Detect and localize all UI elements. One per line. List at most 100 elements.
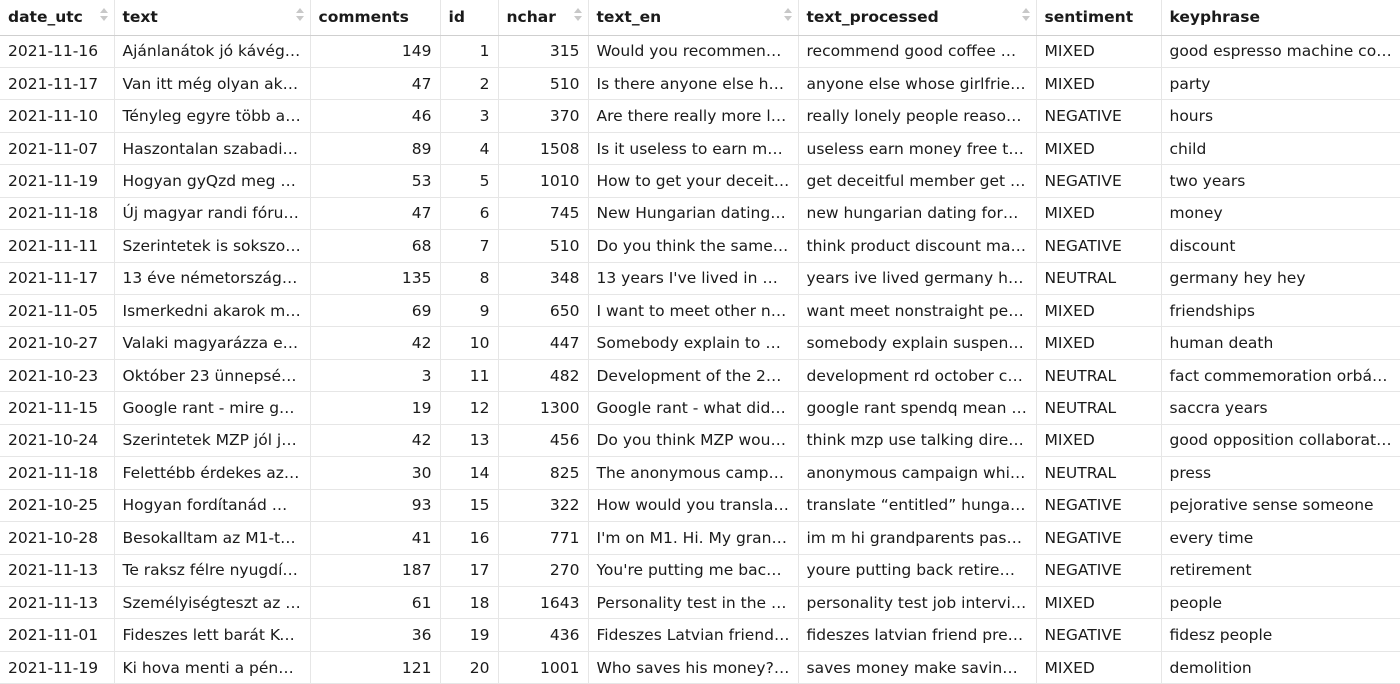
cell-text-en: Do you think the same … — [588, 229, 799, 263]
cell-sentiment: MIXED — [1036, 424, 1162, 458]
column-header-keyphrase[interactable]: keyphrase — [1161, 0, 1400, 36]
column-header-id[interactable]: id — [440, 0, 499, 36]
column-header-comments[interactable]: comments — [310, 0, 441, 36]
table-row[interactable]: 2021-11-16 Ajánlanátok jó kávégé… 149 1 315 W… — [0, 35, 1400, 68]
table-row[interactable]: 2021-10-24 Szerintetek MZP jól jö… 42 13 456… — [0, 424, 1400, 458]
table-row[interactable]: 2021-11-10 Tényleg egyre több a … 46 3 370 Ar… — [0, 99, 1400, 133]
cell-text-en: Are there really more lo… — [588, 99, 799, 133]
cell-sentiment: NEGATIVE — [1036, 521, 1162, 555]
cell-text-en: Would you recommend … — [588, 35, 799, 68]
table-row[interactable]: 2021-10-25 Hogyan fordítanád m… 93 15 322 How… — [0, 489, 1400, 523]
cell-id: 15 — [440, 489, 499, 523]
cell-id: 17 — [440, 554, 499, 587]
cell-text-processed: youre putting back retirem… — [798, 554, 1037, 587]
cell-id: 14 — [440, 456, 499, 490]
column-header-label: nchar — [506, 8, 556, 27]
column-header-sentiment[interactable]: sentiment — [1036, 0, 1162, 36]
sort-arrows-icon[interactable] — [295, 8, 304, 22]
sort-arrows-icon[interactable] — [1021, 8, 1030, 22]
cell-nchar: 482 — [498, 359, 589, 393]
cell-text-en: Somebody explain to m… — [588, 326, 799, 360]
cell-text-en: I want to meet other no… — [588, 294, 799, 328]
table-row[interactable]: 2021-11-17 13 éve németországb… 135 8 348 13 … — [0, 262, 1400, 296]
cell-text-en: Personality test in the j… — [588, 586, 799, 620]
cell-keyphrase: fact commemoration orbán… — [1161, 359, 1400, 393]
cell-text: Ajánlanátok jó kávégé… — [114, 35, 311, 68]
cell-text-en: Is it useless to earn mo… — [588, 132, 799, 166]
cell-sentiment: NEGATIVE — [1036, 489, 1162, 523]
table-row[interactable]: 2021-11-13 Te raksz félre nyugdíj… 187 17 27… — [0, 554, 1400, 587]
cell-comments: 41 — [310, 521, 441, 555]
column-header-date-utc[interactable]: date_utc — [0, 0, 115, 36]
cell-text-en: Development of the 23… — [588, 359, 799, 393]
column-header-nchar[interactable]: nchar — [498, 0, 589, 36]
cell-id: 20 — [440, 651, 499, 684]
column-header-text-processed[interactable]: text_processed — [798, 0, 1037, 36]
cell-text-processed: fideszes latvian friend prev… — [798, 618, 1037, 652]
cell-sentiment: MIXED — [1036, 294, 1162, 328]
cell-keyphrase: fidesz people — [1161, 618, 1400, 652]
table-row[interactable]: 2021-11-18 Felettébb érdekes az … 30 14 825 T… — [0, 456, 1400, 490]
cell-text: Tényleg egyre több a … — [114, 99, 311, 133]
sort-arrows-icon[interactable] — [573, 8, 582, 22]
table-row[interactable]: 2021-11-01 Fideszes lett barát Ko… 36 19 436… — [0, 618, 1400, 652]
cell-nchar: 447 — [498, 326, 589, 360]
table-row[interactable]: 2021-11-18 Új magyar randi fóru… 47 6 745 New… — [0, 197, 1400, 231]
cell-sentiment: MIXED — [1036, 197, 1162, 231]
cell-text-en: The anonymous campai… — [588, 456, 799, 490]
table-row[interactable]: 2021-11-07 Haszontalan szabadid… 89 4 1508 Is… — [0, 132, 1400, 166]
cell-text: Ismerkedni akarok m… — [114, 294, 311, 328]
cell-date-utc: 2021-11-18 — [0, 197, 115, 231]
table-row[interactable]: 2021-11-19 Hogyan gyQzd meg a … 53 5 1010 How… — [0, 164, 1400, 198]
table-row[interactable]: 2021-11-05 Ismerkedni akarok m… 69 9 650 I wa… — [0, 294, 1400, 328]
cell-nchar: 270 — [498, 554, 589, 587]
cell-text: Október 23 ünnepség… — [114, 359, 311, 393]
cell-id: 8 — [440, 262, 499, 296]
table-row[interactable]: 2021-11-11 Szerintetek is sokszor… 68 7 510 D… — [0, 229, 1400, 263]
sort-arrows-icon[interactable] — [783, 8, 792, 22]
cell-id: 10 — [440, 326, 499, 360]
cell-text-en: 13 years I've lived in Ge… — [588, 262, 799, 296]
cell-text-processed: new hungarian dating foru… — [798, 197, 1037, 231]
cell-text-en: How to get your deceitf… — [588, 164, 799, 198]
cell-date-utc: 2021-11-07 — [0, 132, 115, 166]
table-row[interactable]: 2021-11-17 Van itt még olyan aki… 47 2 510 Is… — [0, 67, 1400, 101]
cell-keyphrase: good espresso machine co… — [1161, 35, 1400, 68]
cell-id: 6 — [440, 197, 499, 231]
column-header-text[interactable]: text — [114, 0, 311, 36]
cell-id: 11 — [440, 359, 499, 393]
cell-text-processed: recommend good coffee m… — [798, 35, 1037, 68]
cell-date-utc: 2021-10-23 — [0, 359, 115, 393]
cell-text: Hogyan gyQzd meg a … — [114, 164, 311, 198]
table-row[interactable]: 2021-10-28 Besokalltam az M1-t… 41 16 771 I'm… — [0, 521, 1400, 555]
cell-id: 5 — [440, 164, 499, 198]
column-header-text-en[interactable]: text_en — [588, 0, 799, 36]
table-row[interactable]: 2021-11-13 Személyiségteszt az á… 61 18 1643… — [0, 586, 1400, 620]
cell-keyphrase: two years — [1161, 164, 1400, 198]
cell-comments: 121 — [310, 651, 441, 684]
cell-date-utc: 2021-11-16 — [0, 35, 115, 68]
cell-text: Új magyar randi fóru… — [114, 197, 311, 231]
sort-arrows-icon[interactable] — [99, 8, 108, 22]
table-row[interactable]: 2021-11-15 Google rant - mire go… 19 12 1300… — [0, 391, 1400, 425]
table-row[interactable]: 2021-10-23 Október 23 ünnepség… 3 11 482 Deve… — [0, 359, 1400, 393]
cell-keyphrase: press — [1161, 456, 1400, 490]
cell-sentiment: NEUTRAL — [1036, 456, 1162, 490]
cell-keyphrase: discount — [1161, 229, 1400, 263]
cell-date-utc: 2021-11-19 — [0, 651, 115, 684]
table-header: date_utc text comments id nchar text_en text_p… — [0, 0, 1400, 36]
column-header-label: text_processed — [806, 8, 939, 27]
table-row[interactable]: 2021-11-19 Ki hova menti a pénz… 121 20 1001… — [0, 651, 1400, 684]
cell-text: Te raksz félre nyugdíj… — [114, 554, 311, 587]
cell-text: Google rant - mire go… — [114, 391, 311, 425]
cell-id: 16 — [440, 521, 499, 555]
cell-id: 12 — [440, 391, 499, 425]
cell-keyphrase: money — [1161, 197, 1400, 231]
cell-id: 13 — [440, 424, 499, 458]
cell-text: Valaki magyarázza el … — [114, 326, 311, 360]
cell-text: Felettébb érdekes az … — [114, 456, 311, 490]
table-row[interactable]: 2021-10-27 Valaki magyarázza el … 42 10 447 S… — [0, 326, 1400, 360]
cell-date-utc: 2021-11-17 — [0, 67, 115, 101]
cell-sentiment: NEGATIVE — [1036, 554, 1162, 587]
